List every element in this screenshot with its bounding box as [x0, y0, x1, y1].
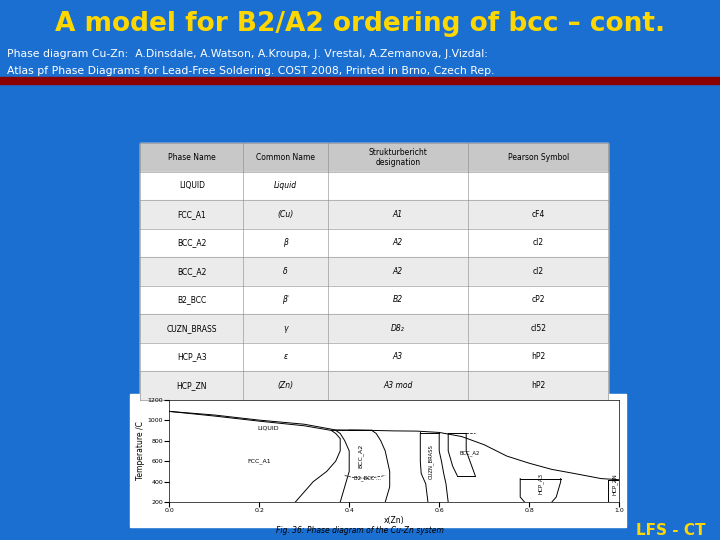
Bar	[140, 257, 608, 286]
Text: HCP_A3: HCP_A3	[177, 352, 207, 361]
Text: CUZN_BRASS: CUZN_BRASS	[166, 324, 217, 333]
Text: Strukturbericht
designation: Strukturbericht designation	[369, 147, 427, 167]
Text: LIQUID: LIQUID	[179, 181, 205, 190]
Text: B2: B2	[392, 295, 403, 305]
Text: cI2: cI2	[533, 267, 544, 276]
Bar	[140, 314, 608, 342]
Bar	[140, 172, 608, 200]
Text: LFS - CT: LFS - CT	[636, 523, 706, 538]
Text: Common Name: Common Name	[256, 153, 315, 162]
Y-axis label: Temperature /C: Temperature /C	[135, 421, 145, 481]
Bar	[140, 371, 608, 400]
Bar	[140, 200, 608, 228]
Text: ε: ε	[284, 352, 287, 361]
Text: β': β'	[282, 295, 289, 305]
Bar	[140, 228, 608, 257]
Bar	[140, 143, 608, 400]
Text: FCC_A1: FCC_A1	[248, 458, 271, 464]
Text: (Zn): (Zn)	[277, 381, 294, 390]
Text: Fig. 36: Phase diagram of the Cu-Zn system: Fig. 36: Phase diagram of the Cu-Zn syst…	[276, 526, 444, 535]
Text: Phase diagram Cu-Zn:  A.Dinsdale, A.Watson, A.Kroupa, J. Vrestal, A.Zemanova, J.: Phase diagram Cu-Zn: A.Dinsdale, A.Watso…	[7, 49, 488, 59]
Text: B2_BCC ...: B2_BCC ...	[354, 476, 381, 482]
Text: β: β	[283, 238, 288, 247]
Text: D8₂: D8₂	[391, 324, 405, 333]
Text: A model for B2/A2 ordering of bcc – cont.: A model for B2/A2 ordering of bcc – cont…	[55, 11, 665, 37]
Text: LIQUID: LIQUID	[257, 426, 279, 430]
Text: A3: A3	[392, 352, 403, 361]
Text: δ: δ	[283, 267, 288, 276]
Text: HCP_A3: HCP_A3	[538, 473, 544, 494]
Text: A1: A1	[392, 210, 403, 219]
Text: Phase Name: Phase Name	[168, 153, 216, 162]
Text: BCC_A2: BCC_A2	[177, 267, 207, 276]
Text: Liquid: Liquid	[274, 181, 297, 190]
X-axis label: x(Zn): x(Zn)	[384, 516, 405, 525]
Bar	[140, 342, 608, 371]
Text: BCC_A2: BCC_A2	[459, 450, 480, 456]
Text: Pearson Symbol: Pearson Symbol	[508, 153, 569, 162]
Text: A3 mod: A3 mod	[383, 381, 413, 390]
Text: cF4: cF4	[531, 210, 545, 219]
Text: cP2: cP2	[531, 295, 545, 305]
Text: hP2: hP2	[531, 352, 545, 361]
Text: hP2: hP2	[531, 381, 545, 390]
Bar	[130, 394, 626, 526]
Text: (Cu): (Cu)	[277, 210, 294, 219]
Text: FCC_A1: FCC_A1	[178, 210, 206, 219]
Text: BCC_A2: BCC_A2	[177, 238, 207, 247]
Bar	[0, 77, 720, 84]
Text: HCP_ZN: HCP_ZN	[176, 381, 207, 390]
Text: cI52: cI52	[530, 324, 546, 333]
Text: B2_BCC: B2_BCC	[177, 295, 207, 305]
Text: cI2: cI2	[533, 238, 544, 247]
Text: A2: A2	[392, 267, 403, 276]
Text: CUZN_BRASS: CUZN_BRASS	[428, 444, 434, 478]
Bar	[140, 286, 608, 314]
Text: γ: γ	[283, 324, 288, 333]
Text: BCC_A2: BCC_A2	[358, 444, 364, 468]
Text: HCP_ZN: HCP_ZN	[612, 473, 618, 495]
Bar	[140, 143, 608, 172]
Text: A2: A2	[392, 238, 403, 247]
Text: Atlas pf Phase Diagrams for Lead-Free Soldering. COST 2008, Printed in Brno, Cze: Atlas pf Phase Diagrams for Lead-Free So…	[7, 66, 495, 76]
